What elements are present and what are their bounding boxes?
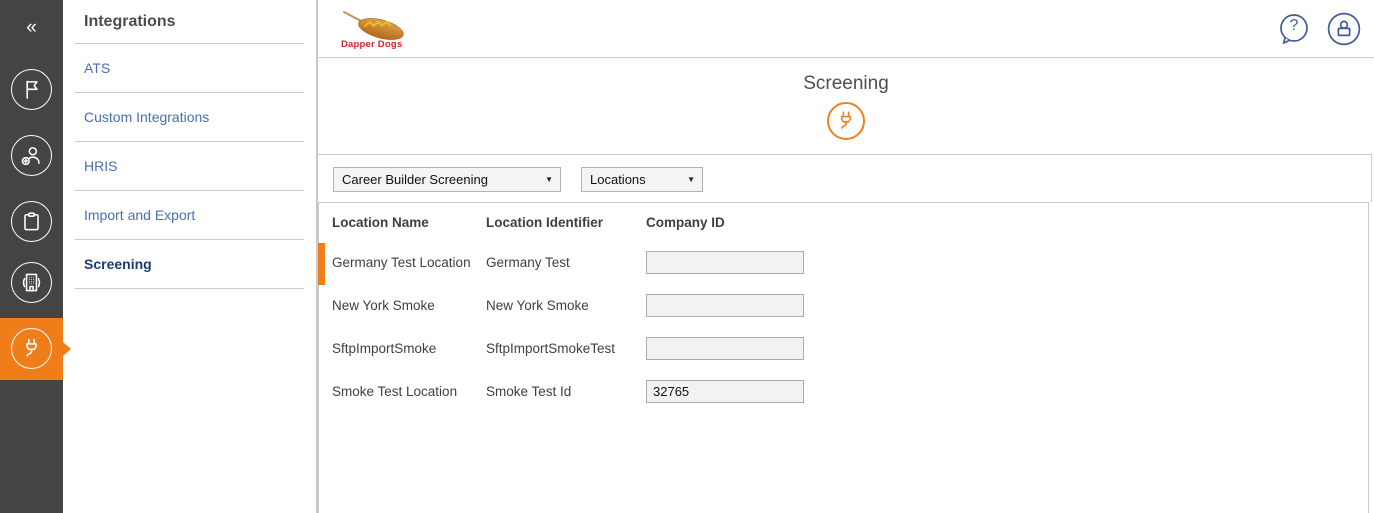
table-row: Germany Test Location Germany Test: [332, 241, 1368, 284]
menu-item-import-and-export[interactable]: Import and Export: [75, 191, 304, 240]
building-icon: [22, 273, 41, 292]
column-header-location-name: Location Name: [332, 214, 429, 230]
company-logo: Dapper Dogs: [335, 10, 415, 50]
main-content: Dapper Dogs ?: [318, 0, 1374, 513]
location-identifier-cell: SftpImportSmokeTest: [486, 341, 616, 356]
rail-item-screening-active[interactable]: [0, 318, 71, 380]
page-title-zone: Screening: [318, 58, 1374, 154]
integrations-menu: Integrations ATS Custom Integrations HRI…: [63, 0, 318, 513]
table-row: SftpImportSmoke SftpImportSmokeTest: [332, 327, 1368, 370]
clipboard-icon: [24, 212, 39, 231]
table-row: Smoke Test Location Smoke Test Id: [332, 370, 1368, 413]
icon-rail: «: [0, 0, 71, 513]
table-header-row: Location Name Location Identifier Compan…: [332, 203, 1368, 241]
menu-item-hris[interactable]: HRIS: [75, 142, 304, 191]
location-name-cell: Germany Test Location: [332, 255, 471, 270]
plug-icon: [11, 328, 52, 369]
integration-select[interactable]: Career Builder Screening ▼: [333, 167, 561, 192]
header-actions: ?: [1277, 12, 1361, 46]
location-identifier-cell: Smoke Test Id: [486, 384, 572, 399]
category-select-value: Locations: [590, 172, 646, 187]
rail-item-add-user[interactable]: [11, 135, 52, 176]
lock-button[interactable]: [1327, 12, 1361, 46]
menu-item-custom-integrations[interactable]: Custom Integrations: [75, 93, 304, 142]
question-mark-glyph: ?: [1289, 16, 1299, 34]
menu-title: Integrations: [75, 0, 304, 44]
category-select[interactable]: Locations ▼: [581, 167, 703, 192]
locations-table: Location Name Location Identifier Compan…: [318, 202, 1369, 513]
location-identifier-cell: New York Smoke: [486, 298, 589, 313]
corn-dog-logo-image: [343, 10, 404, 40]
help-button[interactable]: ?: [1277, 12, 1311, 46]
company-id-input[interactable]: [646, 380, 804, 403]
lock-icon: [1327, 12, 1361, 45]
column-header-company-id: Company ID: [646, 214, 725, 230]
rail-item-clipboard[interactable]: [11, 201, 52, 242]
page-title: Screening: [803, 73, 889, 94]
dropdown-arrow-icon: ▼: [545, 175, 553, 184]
location-name-cell: SftpImportSmoke: [332, 341, 437, 356]
location-name-cell: Smoke Test Location: [332, 384, 458, 399]
rail-item-building[interactable]: [11, 262, 52, 303]
location-name-cell: New York Smoke: [332, 298, 435, 313]
flag-icon: [26, 80, 38, 99]
collapse-sidebar-button[interactable]: «: [0, 14, 63, 42]
help-bubble-icon: [1280, 13, 1308, 44]
active-item-arrow: [63, 342, 71, 356]
screening-plug-icon: [827, 102, 865, 140]
company-id-input[interactable]: [646, 251, 804, 274]
company-id-input[interactable]: [646, 294, 804, 317]
logo-text: Dapper Dogs: [341, 38, 403, 50]
integration-select-value: Career Builder Screening: [342, 172, 488, 187]
selected-row-indicator: [318, 243, 325, 285]
table-row: New York Smoke New York Smoke: [332, 284, 1368, 327]
column-header-location-identifier: Location Identifier: [486, 214, 604, 230]
company-id-input[interactable]: [646, 337, 804, 360]
dropdown-arrow-icon: ▼: [687, 175, 695, 184]
rail-item-flag[interactable]: [11, 69, 52, 110]
top-header: Dapper Dogs ?: [318, 0, 1374, 58]
filter-toolbar: Career Builder Screening ▼ Locations ▼: [318, 154, 1372, 202]
add-user-icon: [21, 146, 40, 166]
menu-item-ats[interactable]: ATS: [75, 44, 304, 93]
location-identifier-cell: Germany Test: [486, 255, 570, 270]
menu-item-screening[interactable]: Screening: [75, 240, 304, 289]
